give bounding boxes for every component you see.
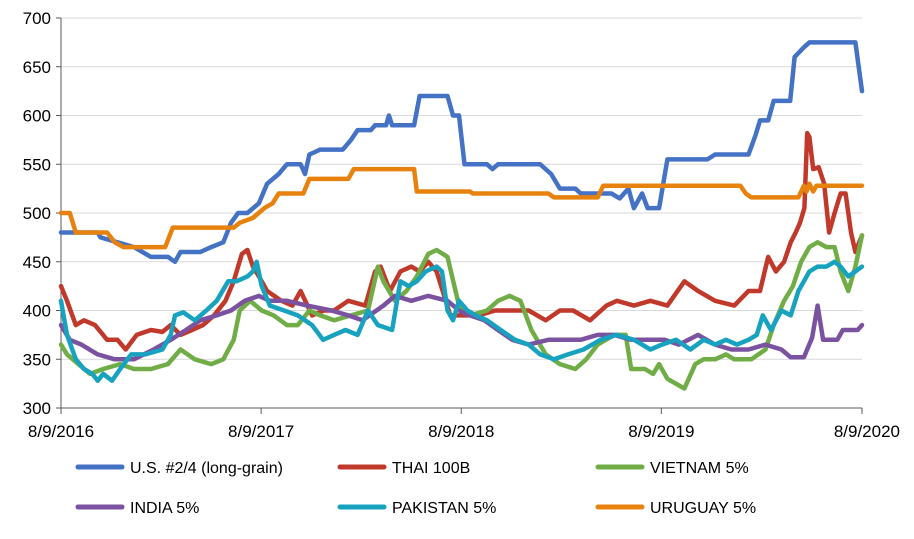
series-line-4 <box>58 259 865 383</box>
x-tick-label: 8/9/2018 <box>428 422 494 441</box>
legend-label-4: PAKISTAN 5% <box>392 500 496 517</box>
legend-label-3: INDIA 5% <box>130 500 199 517</box>
x-tick-label: 8/9/2019 <box>628 422 694 441</box>
y-tick-label: 600 <box>23 107 51 126</box>
y-axis-tick-labels: 300 350 400 450 500 550 600 650 700 <box>23 9 51 418</box>
x-axis-tick-labels: 8/9/2016 8/9/2017 8/9/2018 8/9/2019 8/9/2020 <box>28 422 900 441</box>
series-line-5 <box>58 166 865 250</box>
x-tick-label: 8/9/2016 <box>28 422 94 441</box>
y-tick-label: 300 <box>23 399 51 418</box>
y-tick-label: 650 <box>23 58 51 77</box>
legend-label-2: VIETNAM 5% <box>650 460 749 477</box>
legend-label-1: THAI 100B <box>392 460 470 477</box>
y-tick-label: 400 <box>23 302 51 321</box>
y-tick-label: 350 <box>23 350 51 369</box>
series-line-1 <box>58 130 865 352</box>
legend: U.S. #2/4 (long-grain) THAI 100B VIETNAM 5… <box>75 460 756 517</box>
gridlines <box>61 17 862 360</box>
y-tick-label: 450 <box>23 253 51 272</box>
legend-label-0: U.S. #2/4 (long-grain) <box>130 460 283 477</box>
x-tick-label: 8/9/2017 <box>228 422 294 441</box>
series-line-0 <box>58 40 865 265</box>
x-tick-label: 8/9/2020 <box>834 422 900 441</box>
y-tick-label: 700 <box>23 9 51 28</box>
y-tick-label: 500 <box>23 204 51 223</box>
y-tick-label: 550 <box>23 155 51 174</box>
series-lines <box>58 40 865 391</box>
legend-label-5: URUGUAY 5% <box>650 500 756 517</box>
